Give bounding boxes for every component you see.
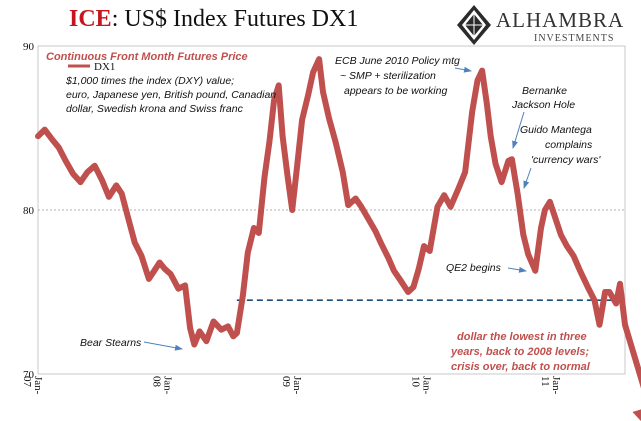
logo-name: ALHAMBRA: [496, 8, 625, 32]
annotation-arrow: [507, 266, 527, 273]
annotation-mantega-3: 'currency wars': [531, 154, 601, 166]
x-tick-label: Jan-10: [409, 376, 432, 395]
annotation-bernanke-2: Jackson Hole: [511, 99, 575, 111]
title-rest: : US$ Index Futures DX1: [111, 6, 359, 32]
annotation-arrow: [454, 66, 472, 73]
x-tick-label: Jan-07: [21, 376, 44, 395]
annotation-mantega-2: complains: [545, 139, 593, 151]
annotation-arrow: [143, 341, 183, 351]
series-dx1-line: [35, 56, 628, 348]
description-line-2: euro, Japanese yen, British pound, Canad…: [66, 89, 276, 101]
trend-arrow: [622, 323, 641, 421]
annotation-ecb-2: ~ SMP + sterilization: [340, 70, 436, 82]
x-tick-label: Jan-08: [150, 376, 173, 395]
y-tick-label: 70: [23, 369, 35, 381]
annotation-mantega-1: Guido Mantega: [520, 124, 592, 136]
legend-label: DX1: [94, 61, 115, 73]
annotation-ecb-1: ECB June 2010 Policy mtg: [335, 55, 460, 67]
callout-line-1: dollar the lowest in three: [457, 331, 587, 343]
callout-line-3: crisis over, back to normal: [451, 361, 591, 373]
chart-subtitle: Continuous Front Month Futures Price: [46, 51, 248, 63]
description-line-1: $1,000 times the index (DXY) value;: [65, 75, 234, 87]
callout-line-2: years, back to 2008 levels;: [450, 346, 590, 358]
x-tick-label: Jan-11: [539, 376, 562, 395]
description-line-3: dollar, Swedish krona and Swiss franc: [66, 103, 244, 115]
annotation-bear-stearns: Bear Stearns: [80, 337, 142, 349]
annotation-arrow: [512, 111, 525, 149]
annotation-bernanke-1: Bernanke: [522, 85, 567, 97]
annotation-ecb-3: appears to be working: [344, 85, 447, 97]
logo-subtitle: INVESTMENTS: [534, 33, 615, 44]
alhambra-logo-icon: [457, 5, 491, 45]
y-tick-label: 90: [23, 41, 35, 53]
title-accent: ICE: [69, 6, 112, 32]
annotation-qe2: QE2 begins: [446, 262, 502, 274]
x-tick-label: Jan-09: [280, 376, 303, 395]
chart-title: ICE: US$ Index Futures DX1: [69, 6, 358, 33]
annotation-arrow: [523, 167, 532, 189]
y-tick-label: 80: [23, 205, 35, 217]
